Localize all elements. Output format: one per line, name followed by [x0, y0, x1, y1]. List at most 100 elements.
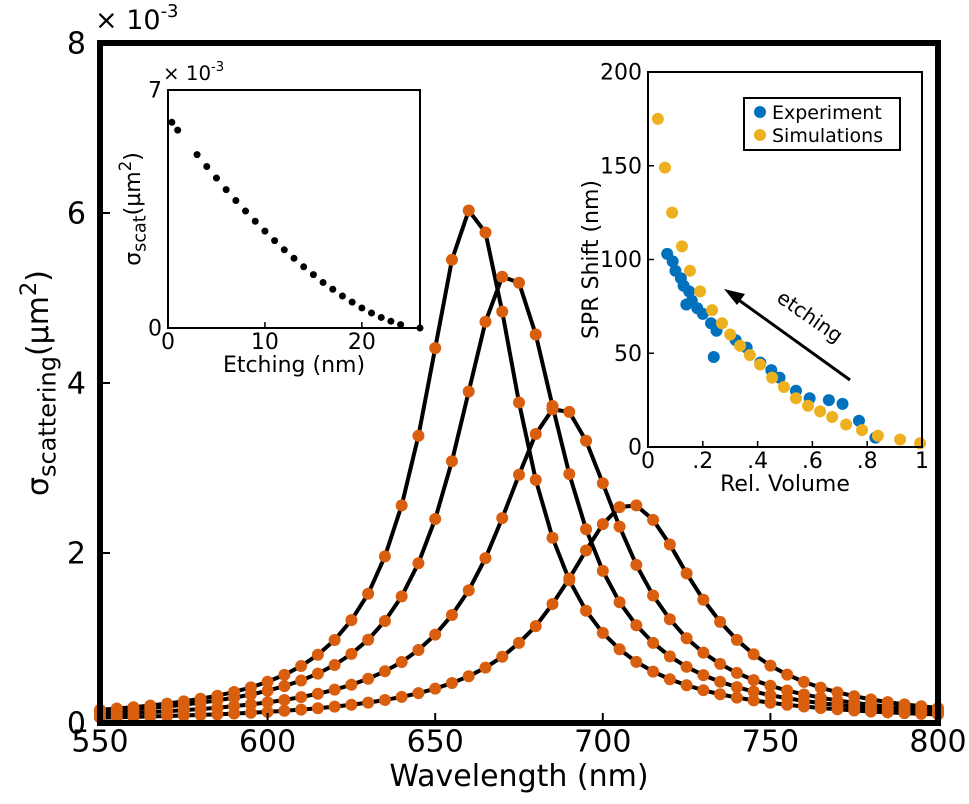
data-point — [680, 567, 693, 580]
data-point — [789, 392, 802, 405]
data-point — [781, 668, 794, 681]
data-point — [826, 411, 839, 423]
x-tick-label: 550 — [71, 725, 128, 760]
y-tick-label: 4 — [67, 367, 86, 402]
data-point — [462, 584, 475, 597]
data-point — [680, 660, 693, 673]
data-point — [563, 572, 576, 585]
data-point — [714, 688, 727, 701]
data-point — [513, 468, 525, 481]
data-point — [348, 298, 356, 306]
data-point — [697, 646, 710, 659]
y-tick-label: 150 — [600, 154, 642, 179]
data-point — [328, 700, 341, 713]
data-point — [244, 706, 257, 719]
data-point — [697, 593, 710, 606]
data-point — [144, 710, 157, 723]
data-point — [764, 689, 777, 702]
data-point — [261, 675, 274, 688]
data-point — [529, 328, 542, 341]
x-tick-label: 700 — [574, 725, 631, 760]
data-point — [194, 708, 207, 721]
data-point — [852, 414, 865, 427]
data-point — [714, 675, 727, 688]
legend-label: Experiment — [772, 102, 882, 124]
data-point — [747, 648, 760, 661]
data-point — [362, 672, 375, 685]
y-tick-label: 6 — [67, 197, 86, 232]
data-point — [479, 661, 492, 674]
data-point — [280, 246, 288, 254]
data-point — [295, 703, 308, 716]
plot-frame — [97, 40, 941, 726]
data-point — [840, 418, 853, 431]
x-tick-label: 10 — [251, 330, 279, 355]
y-label-symbol: σ — [121, 252, 146, 266]
data-point — [743, 349, 756, 362]
legend-marker — [754, 106, 766, 118]
data-point — [663, 650, 676, 663]
data-point — [915, 700, 928, 713]
data-point — [666, 255, 679, 268]
x-tick-label: .6 — [802, 449, 823, 474]
data-point — [894, 433, 907, 446]
y-axis-label: σscattering(µm2) — [16, 270, 62, 496]
data-point — [261, 227, 269, 235]
data-point — [797, 675, 810, 688]
y-label-unit: (µm — [21, 296, 56, 356]
plot-frame — [647, 71, 923, 448]
data-point — [412, 687, 425, 700]
data-point — [714, 657, 727, 670]
data-point — [814, 405, 827, 418]
data-point — [232, 197, 240, 204]
annotation-arrow — [735, 296, 851, 382]
data-point — [663, 538, 676, 551]
legend-box — [743, 97, 901, 151]
data-point — [295, 691, 308, 704]
data-point — [211, 708, 224, 721]
data-point — [647, 589, 660, 602]
data-point — [680, 679, 693, 692]
x-tick-label: 600 — [239, 725, 296, 760]
data-point — [697, 684, 710, 697]
data-point — [647, 513, 660, 526]
exponent-base: × 10 — [163, 62, 211, 85]
y-label-close: ) — [121, 152, 146, 161]
data-point — [429, 628, 442, 641]
data-point — [871, 429, 884, 442]
data-point — [546, 598, 559, 610]
y-label-subscript: scattering — [34, 356, 62, 477]
data-point — [378, 615, 391, 627]
data-point — [445, 677, 458, 690]
data-point — [730, 681, 743, 694]
data-point — [362, 587, 375, 600]
data-point — [295, 660, 308, 673]
data-point — [311, 667, 324, 680]
data-point — [730, 666, 743, 679]
data-point — [836, 397, 849, 410]
y-tick-label: 7 — [148, 79, 162, 104]
data-point — [395, 590, 408, 603]
data-point — [311, 648, 324, 661]
x-axis-label: Etching (nm) — [223, 353, 365, 378]
data-point — [696, 307, 709, 320]
data-point — [864, 693, 877, 706]
data-point — [675, 240, 688, 253]
data-point — [630, 619, 643, 632]
data-point — [766, 371, 779, 384]
x-tick-label: .4 — [747, 449, 768, 474]
data-point — [244, 688, 257, 701]
data-point — [479, 226, 492, 239]
data-point — [513, 636, 525, 649]
data-point — [278, 704, 291, 717]
y-label-power: 2 — [16, 282, 42, 296]
data-point — [630, 655, 643, 668]
x-tick-label: 750 — [742, 725, 799, 760]
data-point — [161, 710, 174, 723]
data-point — [630, 499, 643, 512]
y-axis-label: SPR Shift (nm) — [579, 180, 604, 339]
data-point — [730, 633, 743, 646]
data-point — [397, 321, 405, 329]
